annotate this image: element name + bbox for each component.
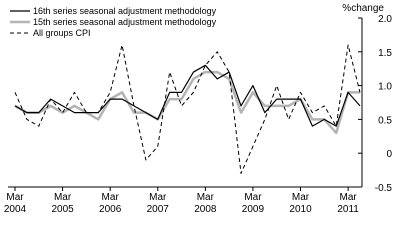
x-tick-label-line: 2005	[51, 204, 74, 215]
x-tick-label-line: 2009	[242, 204, 265, 215]
legend-label: 16th series seasonal adjustment methodol…	[33, 6, 217, 16]
x-tick-label-line: Mar	[339, 192, 357, 203]
x-tick-label: Mar 2006	[99, 192, 122, 215]
legend-label: All groups CPI	[33, 28, 91, 38]
y-axis-label: %change	[342, 3, 384, 14]
x-tick-label-line: Mar	[197, 192, 215, 203]
x-tick-label-line: Mar	[6, 192, 24, 203]
y-tick-label: -0.5	[375, 183, 393, 194]
y-tick-label: 1.0	[378, 82, 392, 93]
x-tick-label-line: Mar	[54, 192, 72, 203]
series-line	[14, 64, 361, 127]
series-line	[14, 44, 361, 174]
x-tick-label-line: 2006	[99, 204, 122, 215]
x-tick-label-line: 2007	[147, 204, 170, 215]
x-tick-label: Mar 2010	[289, 192, 312, 215]
x-tick-label: Mar 2004	[4, 192, 27, 215]
x-tick-label: Mar 2007	[147, 192, 170, 215]
x-tick-label: Mar 2005	[51, 192, 74, 215]
x-tick-label-line: 2004	[4, 204, 27, 215]
x-tick-label: Mar 2009	[242, 192, 265, 215]
x-tick-label-line: 2008	[194, 204, 217, 215]
x-tick-label-line: Mar	[149, 192, 167, 203]
x-tick-label: Mar 2011	[337, 192, 359, 215]
x-tick-label-line: 2011	[337, 204, 359, 215]
y-tick-label: 0.5	[378, 115, 392, 126]
x-tick-label-line: Mar	[244, 192, 262, 203]
x-tick-label-line: Mar	[292, 192, 310, 203]
x-tick-label-line: 2010	[289, 204, 312, 215]
y-tick-label: 0	[386, 149, 392, 160]
y-tick-label: 1.5	[378, 48, 392, 59]
x-tick-label: Mar 2008	[194, 192, 217, 215]
y-tick-label: 2.0	[378, 14, 392, 25]
legend-label: 15th series seasonal adjustment methodol…	[33, 17, 217, 27]
x-tick-label-line: Mar	[102, 192, 120, 203]
